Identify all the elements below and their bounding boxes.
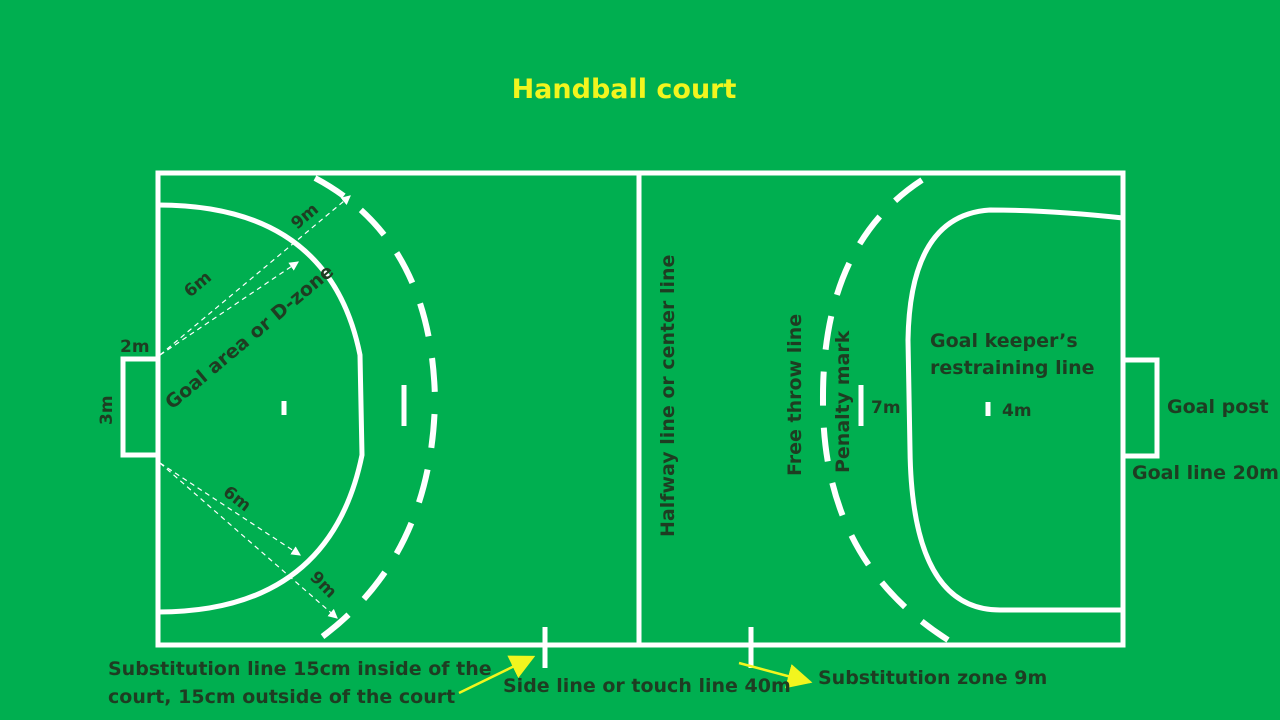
goalkeeper-line-label-2: restraining line (930, 357, 1095, 379)
halfway-line-label: Halfway line or center line (657, 255, 679, 537)
goal-post-label: Goal post (1167, 396, 1269, 418)
six-m-bottom-label: 6m (219, 482, 255, 516)
side-line-label: Side line or touch line 40m (503, 675, 791, 697)
substitution-line-label-2: court, 15cm outside of the court (108, 686, 455, 708)
seven-m-label: 7m (871, 398, 901, 418)
left-goal-post (120, 356, 161, 458)
goalkeeper-line-label-1: Goal keeper’s (930, 330, 1078, 352)
six-m-arrow-top (159, 261, 299, 356)
right-free-throw-line (819, 177, 950, 643)
nine-m-arrow-bottom (159, 462, 338, 619)
side-line-callout-arrow (458, 655, 536, 695)
nine-m-bottom-label: 9m (305, 567, 340, 602)
two-m-label: 2m (120, 337, 150, 357)
left-free-throw-line (313, 175, 439, 645)
left-goal-area-line (157, 202, 365, 615)
substitution-zone-callout-arrow (738, 661, 813, 689)
three-m-label: 3m (97, 395, 117, 425)
diagram-title: Handball court (512, 74, 737, 105)
nine-m-top-label: 9m (287, 200, 322, 234)
six-m-arrow-bottom (159, 462, 302, 556)
four-m-label: 4m (1002, 401, 1032, 421)
substitution-line-label-1: Substitution line 15cm inside of the (108, 658, 492, 680)
goal-line-label: Goal line 20m (1132, 462, 1279, 484)
penalty-mark-label: Penalty mark (832, 330, 854, 473)
six-m-top-label: 6m (180, 268, 215, 302)
right-goal-area-line (905, 207, 1124, 613)
right-goal-post (1120, 357, 1160, 459)
free-throw-line-label: Free throw line (784, 314, 806, 476)
substitution-zone-label: Substitution zone 9m (818, 667, 1047, 689)
